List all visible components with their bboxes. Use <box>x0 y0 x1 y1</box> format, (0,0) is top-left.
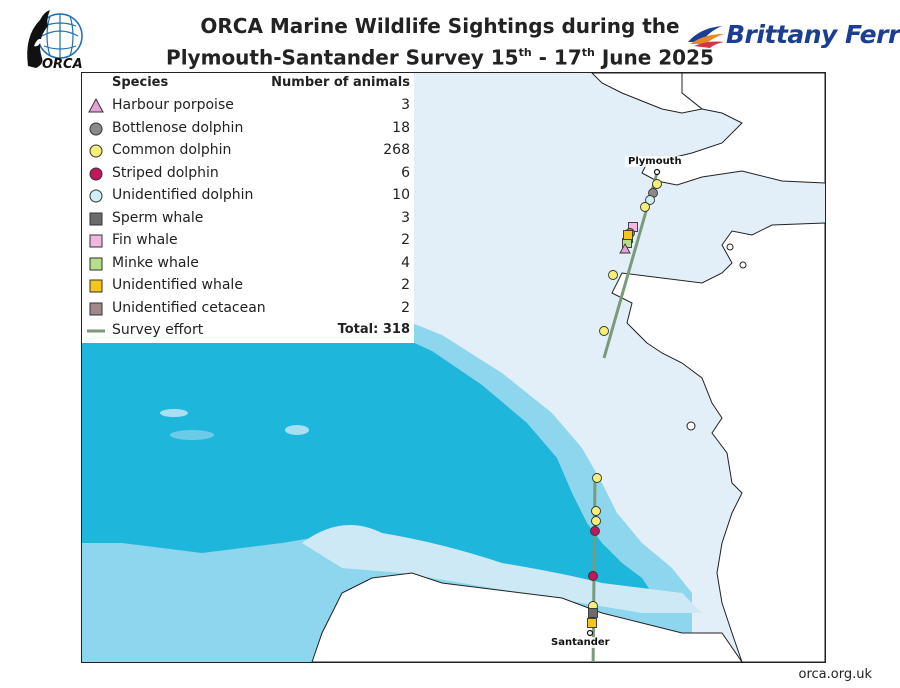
legend-row-count: 4 <box>401 254 410 271</box>
square-symbol-icon <box>89 212 103 225</box>
legend-row-count: 3 <box>401 209 410 226</box>
square-symbol-icon <box>89 302 103 315</box>
square-symbol-icon <box>89 279 103 293</box>
legend-row-label: Survey effort <box>112 322 204 338</box>
title-line-2-prefix: Plymouth-Santander Survey 15 <box>166 45 519 70</box>
legend-species-header: Species <box>112 75 169 90</box>
santander-label: Santander <box>548 637 613 648</box>
legend-row-count: 2 <box>401 277 410 293</box>
britain-land <box>641 73 825 186</box>
legend-row-label: Harbour porpoise <box>112 97 234 113</box>
line-symbol-icon <box>87 329 105 333</box>
legend-count-header: Number of animals <box>271 75 410 90</box>
legend-row: Unidentified dolphin 10 <box>82 185 414 207</box>
legend-row-count: 10 <box>392 187 410 203</box>
legend-row-label: Striped dolphin <box>112 164 219 181</box>
sighting-marker <box>608 270 618 280</box>
legend-row: Minke whale 4 <box>82 253 414 275</box>
brittany-ferries-text: Brittany Ferries <box>726 20 900 49</box>
title-line-2-suffix: June 2025 <box>594 45 714 70</box>
legend-row-label: Bottlenose dolphin <box>112 119 244 136</box>
map-panel: Plymouth Santander <box>81 72 826 663</box>
plymouth-label: Plymouth <box>625 156 685 167</box>
legend-row-label: Unidentified dolphin <box>112 187 254 203</box>
sighting-marker <box>588 608 598 618</box>
legend-row-count: 268 <box>383 142 410 158</box>
legend-row: Fin whale 2 <box>82 230 414 252</box>
orca-logo: ORCA <box>22 6 86 72</box>
island <box>726 243 734 251</box>
orca-logo-text: ORCA <box>42 57 83 72</box>
legend-row-label: Minke whale <box>112 254 199 271</box>
legend-total: Total: 318 <box>337 322 410 337</box>
deep-sea <box>82 298 652 603</box>
santander-port-marker <box>586 629 594 637</box>
circle-symbol-icon <box>89 144 103 158</box>
legend-row: Striped dolphin 6 <box>82 163 414 185</box>
sighting-marker <box>591 506 601 516</box>
legend-row-label: Sperm whale <box>112 209 204 226</box>
title-line-2-mid: - 17 <box>531 45 582 70</box>
sighting-marker <box>587 618 597 628</box>
seamount <box>170 430 214 440</box>
page-title: ORCA Marine Wildlife Sightings during th… <box>130 12 750 72</box>
seamount <box>285 425 309 435</box>
island <box>686 421 696 431</box>
plymouth-port-marker <box>653 168 661 176</box>
footer-url: orca.org.uk <box>798 667 872 682</box>
sighting-marker <box>592 473 602 483</box>
sightings-layer <box>587 179 662 628</box>
legend-row-count: 3 <box>401 97 410 113</box>
legend-row-label: Common dolphin <box>112 142 232 158</box>
square-symbol-icon <box>89 234 103 248</box>
survey-track-line <box>591 474 597 662</box>
legend-row: Unidentified whale 2 <box>82 275 414 297</box>
sighting-marker <box>599 326 609 336</box>
legend-row-count: 2 <box>401 299 410 316</box>
seamount <box>160 409 188 417</box>
sighting-marker <box>591 516 601 526</box>
cantabrian-shelf <box>302 525 702 613</box>
title-line-2: Plymouth-Santander Survey 15th - 17th Ju… <box>130 40 750 72</box>
legend-row-count: 18 <box>392 119 410 136</box>
legend-row-label: Unidentified cetacean <box>112 299 266 316</box>
legend-row: Harbour porpoise 3 <box>82 95 414 117</box>
legend-header: Species Number of animals <box>82 75 414 95</box>
legend-row-label: Fin whale <box>112 232 178 248</box>
sighting-marker <box>652 179 662 189</box>
sighting-marker <box>640 202 650 212</box>
sighting-marker <box>623 230 633 240</box>
bathymetry-map <box>82 73 825 662</box>
brittany-ferries-logo: Brittany Ferries <box>686 18 900 54</box>
legend-row: Survey effort Total: 318 <box>82 320 414 342</box>
wales-land <box>591 73 704 114</box>
triangle-symbol-icon <box>88 97 104 113</box>
circle-symbol-icon <box>89 167 103 180</box>
legend-row: Bottlenose dolphin 18 <box>82 118 414 140</box>
legend-row: Common dolphin 268 <box>82 140 414 162</box>
title-sup-2: th <box>581 46 595 59</box>
legend-row-count: 2 <box>401 232 410 248</box>
island <box>739 261 747 269</box>
square-symbol-icon <box>89 257 103 270</box>
ferries-swoosh-icon <box>688 26 724 48</box>
legend-row-label: Unidentified whale <box>112 277 243 293</box>
france-land <box>611 222 825 662</box>
title-sup-1: th <box>518 46 532 59</box>
sighting-marker <box>619 243 631 254</box>
legend-row: Sperm whale 3 <box>82 208 414 230</box>
circle-symbol-icon <box>89 122 103 135</box>
sighting-marker <box>590 526 600 536</box>
title-line-1: ORCA Marine Wildlife Sightings during th… <box>200 14 680 38</box>
species-legend: Species Number of animals Harbour porpoi… <box>82 73 414 343</box>
legend-row-count: 6 <box>401 164 410 181</box>
sighting-marker <box>645 195 655 205</box>
spain-land <box>311 572 743 662</box>
legend-row: Unidentified cetacean 2 <box>82 298 414 320</box>
circle-symbol-icon <box>89 189 103 203</box>
sighting-marker <box>588 571 598 581</box>
